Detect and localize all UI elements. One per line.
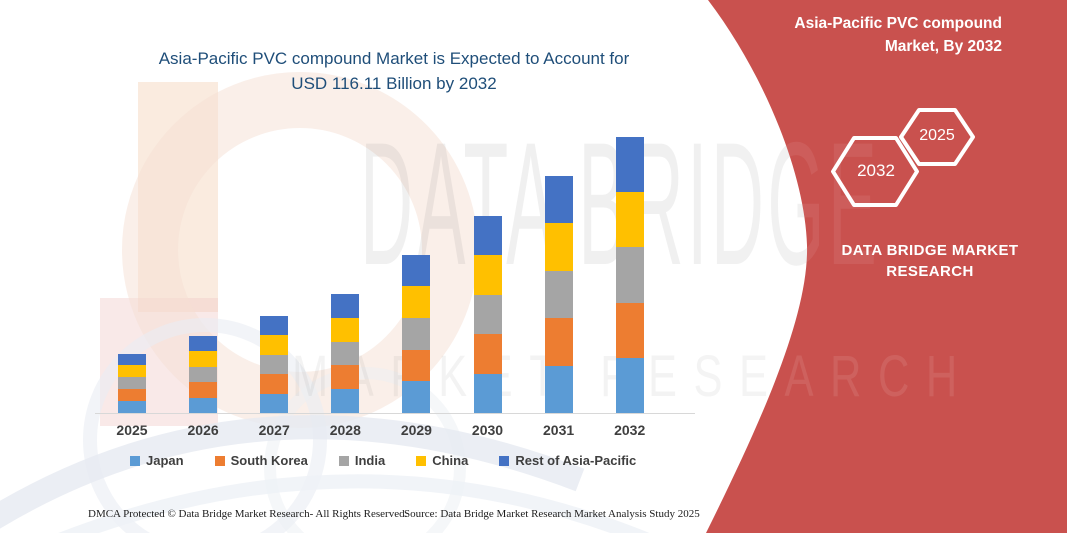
bar-2032-india-segment xyxy=(615,247,644,303)
bar-2031-rest-of-asia-pacific-segment xyxy=(544,176,573,224)
bar-2026-rest-of-asia-pacific-segment xyxy=(189,335,218,351)
legend-label-rest-of-asia-pacific: Rest of Asia-Pacific xyxy=(515,453,637,468)
bar-2028 xyxy=(331,294,360,413)
bar-2028-china-segment xyxy=(331,317,360,342)
bar-2031-south-korea-segment xyxy=(544,318,573,366)
plot-area xyxy=(95,118,695,414)
x-tick-2027: 2027 xyxy=(258,422,290,438)
bar-2029-china-segment xyxy=(402,286,431,318)
x-tick-2028: 2028 xyxy=(329,422,361,438)
legend-label-south-korea: South Korea xyxy=(230,453,308,468)
bar-2032-south-korea-segment xyxy=(615,302,644,358)
legend-item-china: China xyxy=(416,453,468,468)
chart-title-line2: USD 116.11 Billion by 2032 xyxy=(291,74,497,93)
bar-2025-japan-segment xyxy=(118,401,146,413)
legend-swatch-south-korea xyxy=(214,455,225,466)
brand-name: DATA BRIDGE MARKET RESEARCH xyxy=(820,240,1040,282)
chart-title: Asia-Pacific PVC compound Market is Expe… xyxy=(114,46,674,96)
bar-2026-india-segment xyxy=(189,366,218,382)
bar-2030-japan-segment xyxy=(473,373,502,413)
brand-name-line1: DATA BRIDGE MARKET xyxy=(841,242,1019,259)
legend-label-japan: Japan xyxy=(146,453,184,468)
swoosh-circle-icon xyxy=(264,367,466,533)
badge-2025: 2025 xyxy=(919,127,955,144)
bar-2032-china-segment xyxy=(615,192,644,248)
legend-swatch-china xyxy=(416,455,427,466)
bar-2028-india-segment xyxy=(331,341,360,366)
bar-2027 xyxy=(260,315,289,413)
x-axis-labels: 2025 2026 2027 2028 2029 2030 2031 2032 xyxy=(95,422,695,442)
footer-source-text: Source: Data Bridge Market Research Mark… xyxy=(404,508,700,520)
bar-2030-china-segment xyxy=(473,255,502,295)
bar-2027-japan-segment xyxy=(260,393,289,413)
legend-label-china: China xyxy=(432,453,469,468)
bar-2027-china-segment xyxy=(260,335,289,355)
footer-dmca-text: DMCA Protected © Data Bridge Market Rese… xyxy=(88,508,408,520)
x-tick-2029: 2029 xyxy=(400,422,432,438)
bar-2029-rest-of-asia-pacific-segment xyxy=(402,254,431,287)
bar-2026 xyxy=(189,335,218,413)
brand-name-line2: RESEARCH xyxy=(886,263,974,280)
legend-swatch-india xyxy=(338,455,349,466)
bar-2028-south-korea-segment xyxy=(331,365,360,390)
x-tick-2030: 2030 xyxy=(471,422,504,438)
bar-2029 xyxy=(402,254,431,413)
bar-2030-rest-of-asia-pacific-segment xyxy=(473,215,502,255)
banner-title-line2: Market, By 2032 xyxy=(884,38,1002,55)
bar-2030-india-segment xyxy=(473,294,502,334)
legend-item-india: India xyxy=(338,453,386,468)
bar-2029-india-segment xyxy=(402,317,431,350)
legend-swatch-rest-of-asia-pacific xyxy=(499,455,510,466)
bar-2025 xyxy=(118,353,146,413)
badge-2032: 2032 xyxy=(857,161,895,180)
bar-2032 xyxy=(615,137,644,413)
x-tick-2031: 2031 xyxy=(543,422,575,438)
bar-2029-japan-segment xyxy=(402,381,431,413)
bar-2027-south-korea-segment xyxy=(260,374,289,394)
swoosh-curve-icon xyxy=(0,415,585,529)
bar-2032-rest-of-asia-pacific-segment xyxy=(615,137,644,193)
bar-2026-china-segment xyxy=(189,351,218,367)
bar-2027-india-segment xyxy=(260,354,289,374)
chart-title-line1: Asia-Pacific PVC compound Market is Expe… xyxy=(158,49,630,68)
x-tick-2026: 2026 xyxy=(187,422,219,438)
bar-2030 xyxy=(473,215,502,413)
bar-2025-south-korea-segment xyxy=(118,389,146,402)
bar-2025-india-segment xyxy=(118,377,146,390)
bar-2025-china-segment xyxy=(118,365,146,378)
bar-2026-japan-segment xyxy=(189,397,218,413)
legend-label-india: India xyxy=(354,453,386,468)
bar-2027-rest-of-asia-pacific-segment xyxy=(260,315,289,335)
bar-2031-india-segment xyxy=(544,270,573,319)
bar-2029-south-korea-segment xyxy=(402,349,431,382)
legend-item-japan: Japan xyxy=(130,453,184,468)
bar-2031-japan-segment xyxy=(544,365,573,413)
bar-2025-rest-of-asia-pacific-segment xyxy=(118,353,146,366)
legend-swatch-japan xyxy=(130,455,140,466)
x-tick-2032: 2032 xyxy=(614,422,646,438)
legend-item-rest-of-asia-pacific: Rest of Asia-Pacific xyxy=(499,453,636,468)
legend: Japan South Korea India China Rest of Asia-P… xyxy=(130,453,636,468)
bar-2032-japan-segment xyxy=(615,357,644,413)
swoosh-circle-icon xyxy=(83,318,327,533)
legend-item-south-korea: South Korea xyxy=(214,453,308,468)
x-tick-2025: 2025 xyxy=(116,422,148,438)
bar-2030-south-korea-segment xyxy=(473,334,502,374)
banner-title: Asia-Pacific PVC compound Market, By 203… xyxy=(770,12,1002,58)
bar-2028-rest-of-asia-pacific-segment xyxy=(331,294,360,318)
bar-2026-south-korea-segment xyxy=(189,382,218,398)
banner-title-line1: Asia-Pacific PVC compound xyxy=(794,15,1002,32)
bar-2031 xyxy=(544,176,573,413)
bar-2028-japan-segment xyxy=(331,389,360,413)
swoosh-curve-icon xyxy=(58,474,650,533)
bar-2031-china-segment xyxy=(544,223,573,271)
